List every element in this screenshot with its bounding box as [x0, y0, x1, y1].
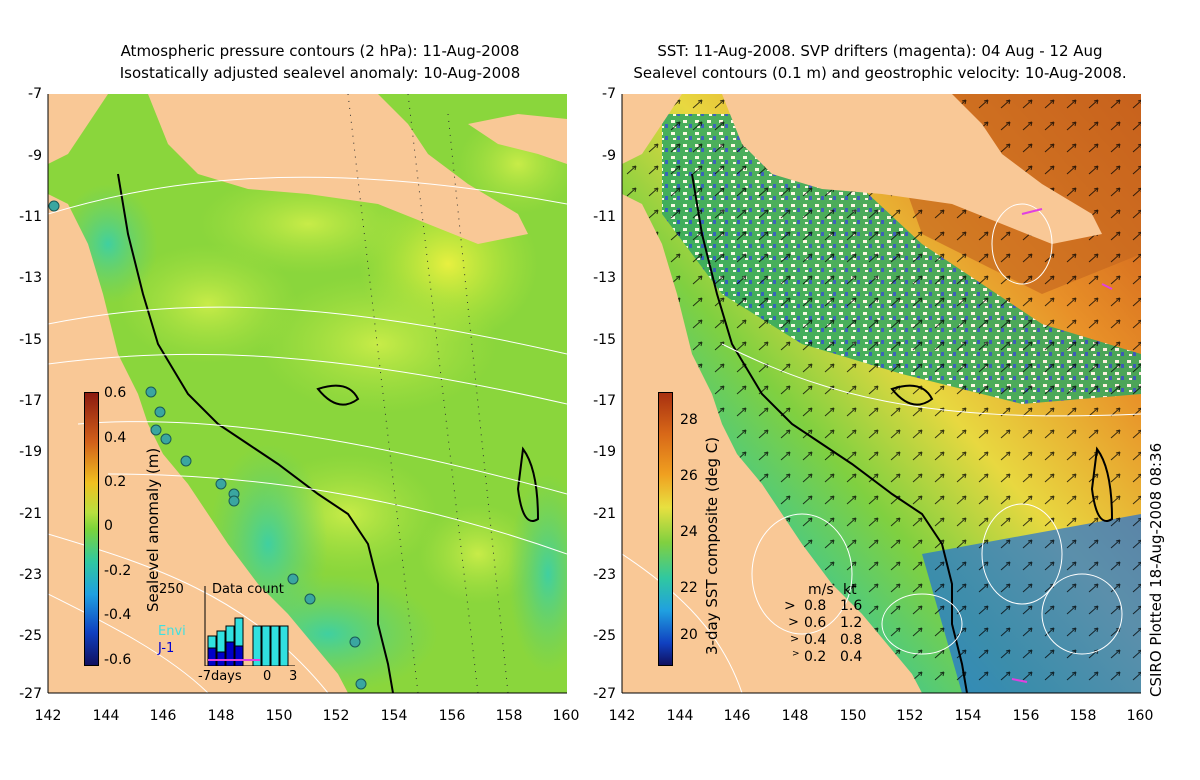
x-tick: 150 — [839, 708, 867, 724]
plotted-timestamp: CSIRO Plotted 18-Aug-2008 08:36 — [1147, 442, 1165, 697]
right-cb-tick-24: 24 — [680, 524, 698, 540]
sealevel-contours — [622, 203, 1141, 693]
islands-land — [468, 114, 567, 164]
x-tick: 144 — [92, 708, 120, 724]
y-tick: -21 — [593, 506, 616, 522]
left-cb-tick-06: 0.6 — [104, 385, 127, 401]
left-cb-tick-02: 0.2 — [104, 474, 127, 490]
right-title-line1: SST: 11-Aug-2008. SVP drifters (magenta)… — [657, 42, 1103, 60]
left-colorbar — [84, 392, 99, 666]
left-title-line2: Isostatically adjusted sealevel anomaly:… — [119, 64, 521, 82]
new-guinea-land — [148, 94, 528, 244]
x-tick: 154 — [380, 708, 408, 724]
y-tick: -19 — [593, 444, 616, 460]
y-tick: -7 — [28, 86, 42, 102]
right-colorbar — [658, 392, 673, 666]
left-cb-tick-0: 0 — [104, 518, 113, 534]
velocity-header-ms: m/s — [808, 582, 834, 598]
inset-legend-j1: J-1 — [158, 641, 175, 656]
y-tick: -17 — [593, 393, 616, 409]
x-tick: 156 — [438, 708, 466, 724]
left-map-panel: 250 Data count Envi J-1 -7days 0 3 — [48, 94, 567, 693]
y-tick: -13 — [593, 270, 616, 286]
y-tick: -11 — [593, 209, 616, 225]
x-tick: 146 — [149, 708, 177, 724]
x-tick: 160 — [1126, 708, 1154, 724]
left-colorbar-label: Sealevel anomaly (m) — [144, 447, 162, 612]
x-tick: 142 — [608, 708, 636, 724]
y-tick: -17 — [19, 393, 42, 409]
x-tick: 158 — [495, 708, 523, 724]
y-tick: -25 — [593, 628, 616, 644]
australia-land — [48, 194, 348, 693]
left-cb-tick-m02: -0.2 — [104, 563, 132, 579]
y-tick: -7 — [602, 86, 616, 102]
satellite-tracks — [347, 94, 509, 693]
data-count-histogram — [204, 586, 295, 666]
inset-legend-envi: Envi — [158, 624, 186, 639]
right-map-panel: m/s kt > 0.8 1.6 > 0.6 1.2 > 0.4 0.8 > 0… — [622, 94, 1141, 693]
y-tick: -27 — [19, 686, 42, 702]
y-tick: -25 — [19, 628, 42, 644]
x-tick: 154 — [954, 708, 982, 724]
x-tick: 152 — [896, 708, 924, 724]
x-tick: 150 — [265, 708, 293, 724]
x-tick: 148 — [207, 708, 235, 724]
y-tick: -15 — [593, 332, 616, 348]
right-cb-tick-26: 26 — [680, 468, 698, 484]
y-tick: -13 — [19, 270, 42, 286]
y-tick: -23 — [593, 567, 616, 583]
right-cb-tick-22: 22 — [680, 580, 698, 596]
y-tick: -27 — [593, 686, 616, 702]
y-tick: -11 — [19, 209, 42, 225]
right-title-line2: Sealevel contours (0.1 m) and geostrophi… — [633, 64, 1127, 82]
y-tick: -9 — [602, 148, 616, 164]
inset-count-max: 250 — [159, 582, 184, 597]
inset-xlabel-left: -7days — [198, 669, 242, 684]
left-cb-tick-m04: -0.4 — [104, 607, 132, 623]
inset-xlabel-mid: 0 — [263, 669, 272, 684]
right-cb-tick-20: 20 — [680, 627, 698, 643]
y-tick: -15 — [19, 332, 42, 348]
y-tick: -23 — [19, 567, 42, 583]
y-tick: -19 — [19, 444, 42, 460]
y-tick: -21 — [19, 506, 42, 522]
y-tick: -9 — [28, 148, 42, 164]
x-tick: 158 — [1069, 708, 1097, 724]
left-title-line1: Atmospheric pressure contours (2 hPa): 1… — [120, 42, 520, 60]
x-tick: 152 — [322, 708, 350, 724]
shelf-contour — [117, 173, 394, 693]
x-tick: 160 — [552, 708, 580, 724]
x-tick: 144 — [666, 708, 694, 724]
inset-title: Data count — [212, 582, 284, 597]
left-cb-tick-m06: -0.6 — [104, 652, 132, 668]
x-tick: 156 — [1012, 708, 1040, 724]
inset-xlabel-right: 3 — [289, 669, 298, 684]
x-tick: 146 — [723, 708, 751, 724]
right-cb-tick-28: 28 — [680, 412, 698, 428]
sst-map — [622, 94, 1141, 693]
right-colorbar-label: 3-day SST composite (deg C) — [703, 436, 721, 655]
coastal-stations — [48, 200, 367, 690]
velocity-header-kt: kt — [843, 582, 857, 598]
sealevel-anomaly-map — [48, 94, 567, 693]
x-tick: 142 — [34, 708, 62, 724]
left-cb-tick-04: 0.4 — [104, 430, 127, 446]
x-tick: 148 — [781, 708, 809, 724]
